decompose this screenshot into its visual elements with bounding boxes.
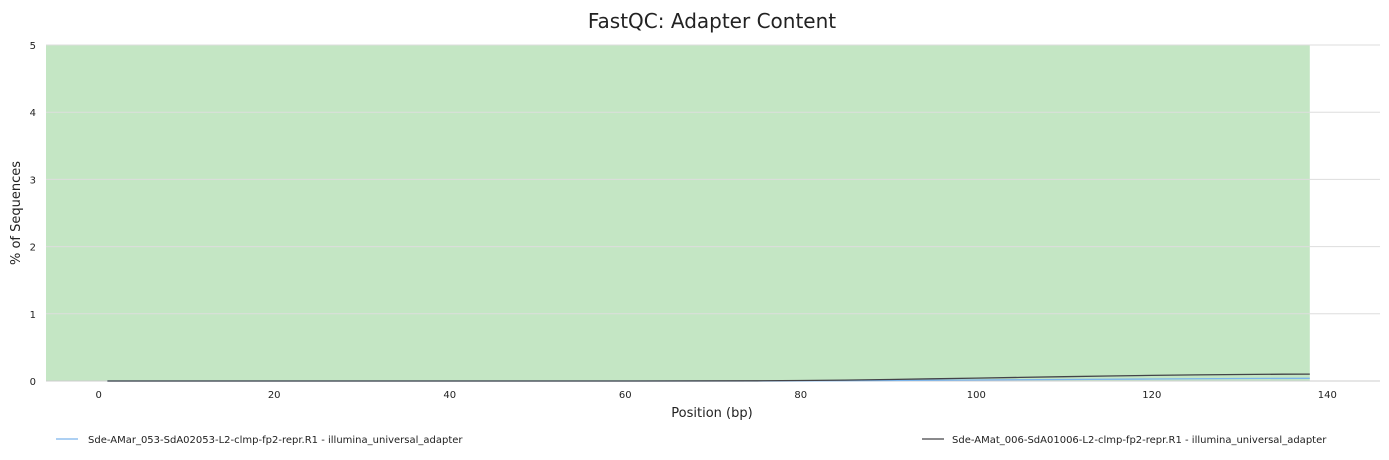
x-tick-label: 0 (95, 390, 101, 401)
x-axis-label: Position (bp) (671, 406, 752, 421)
x-tick-label: 40 (443, 390, 456, 401)
pass-band (46, 45, 1310, 381)
y-tick-label: 2 (30, 243, 36, 254)
x-tick-label: 80 (794, 390, 807, 401)
y-tick-label: 4 (30, 108, 36, 119)
legend-label-2: Sde-AMat_006-SdA01006-L2-clmp-fp2-repr.R… (952, 435, 1327, 446)
y-tick-label: 3 (30, 175, 36, 186)
plot-area: 0 1 2 3 4 5 0 20 40 60 80 100 120 140 (30, 41, 1380, 401)
x-tick-label: 140 (1318, 390, 1337, 401)
chart-title: FastQC: Adapter Content (588, 9, 836, 33)
x-tick-label: 60 (619, 390, 632, 401)
y-tick-label: 5 (30, 41, 36, 52)
y-axis-label: % of Sequences (9, 161, 24, 265)
x-tick-label: 20 (268, 390, 281, 401)
series-line-2 (107, 373, 1310, 382)
y-tick-label: 0 (30, 377, 36, 388)
y-tick-label: 1 (30, 310, 36, 321)
legend-label-1: Sde-AMar_053-SdA02053-L2-clmp-fp2-repr.R… (88, 435, 463, 446)
x-tick-label: 120 (1142, 390, 1161, 401)
legend: Sde-AMar_053-SdA02053-L2-clmp-fp2-repr.R… (56, 435, 1327, 446)
x-tick-label: 100 (967, 390, 986, 401)
